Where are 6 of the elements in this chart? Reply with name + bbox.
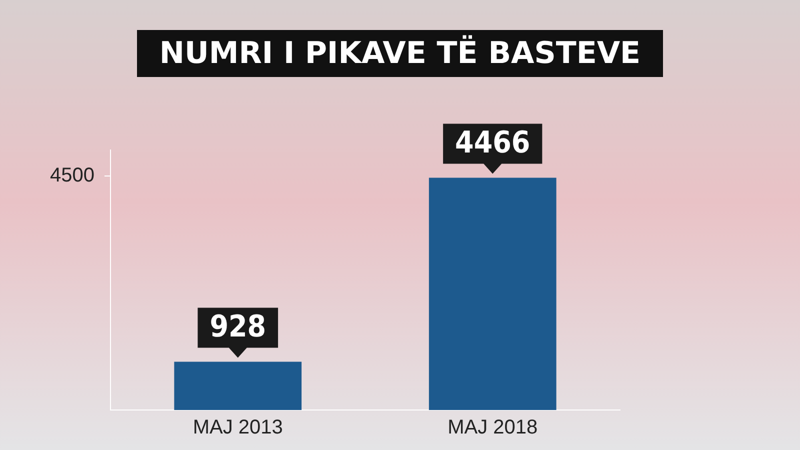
chart-title: NUMRI I PIKAVE TË BASTEVE [137, 30, 663, 77]
data-label: 4466 [455, 126, 530, 161]
x-tick-label: MAJ 2013 [192, 416, 283, 439]
data-label: 928 [210, 310, 266, 345]
y-tick-label: 4500 [50, 164, 94, 187]
x-tick-label: MAJ 2018 [448, 416, 538, 439]
